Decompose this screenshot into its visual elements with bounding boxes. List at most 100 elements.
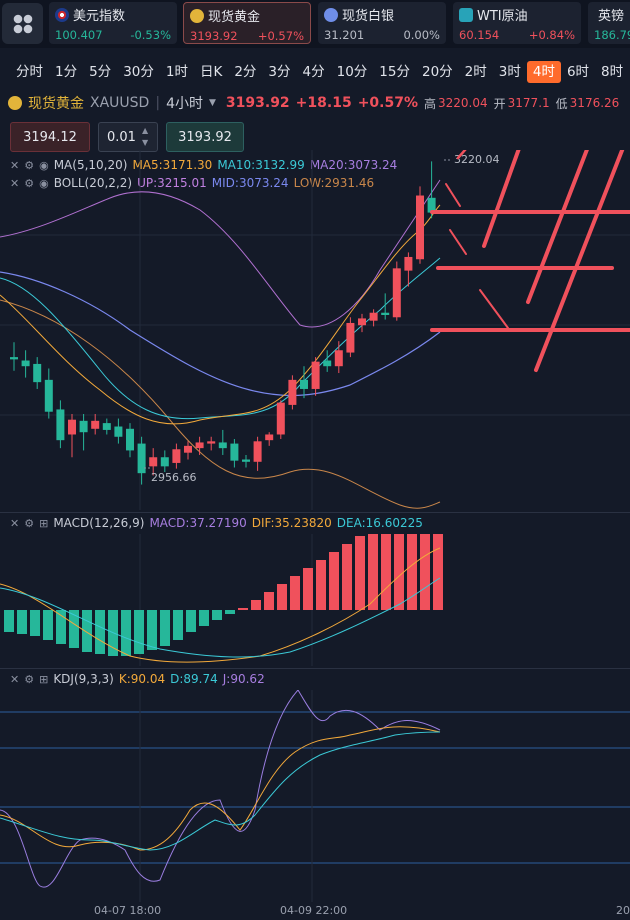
- tf-tab[interactable]: 4分: [302, 64, 325, 80]
- candle-body: [369, 312, 378, 321]
- tf-tab[interactable]: 8时: [601, 64, 624, 80]
- period-select[interactable]: 4小时: [166, 96, 203, 112]
- tf-tab[interactable]: 分时: [16, 64, 43, 80]
- candle-body: [253, 441, 262, 462]
- macd-bar: [394, 534, 404, 610]
- high-annotation: 3220.04: [454, 153, 500, 166]
- settings-icon[interactable]: ⚙: [24, 158, 35, 172]
- time-axis: 04-07 18:00 04-09 22:00 20: [0, 902, 630, 920]
- settings-icon[interactable]: ⚙: [24, 672, 35, 686]
- candle-body: [404, 256, 413, 271]
- ticker-card-oil[interactable]: WTI原油 60.154 +0.84%: [453, 2, 581, 44]
- candle-body: [102, 423, 111, 430]
- tf-tab[interactable]: 15分: [379, 64, 410, 80]
- boll-up-value: UP:3215.01: [137, 176, 207, 190]
- k-line: [0, 726, 441, 851]
- tf-tab[interactable]: 2时: [464, 64, 487, 80]
- macd-bar: [4, 610, 14, 632]
- eye-icon[interactable]: ◉: [39, 176, 49, 190]
- boll-label: BOLL(20,2,2): [53, 176, 133, 190]
- tf-tab[interactable]: 3分: [268, 64, 291, 80]
- price-change: +18.15: [295, 95, 352, 111]
- macd-histogram: [4, 534, 443, 656]
- macd-bar: [173, 610, 183, 640]
- ticker-card-silver[interactable]: 现货白银 31.201 0.00%: [318, 2, 446, 44]
- tf-tab[interactable]: 2分: [234, 64, 257, 80]
- ticker-card-gold[interactable]: 现货黄金 3193.92 +0.57%: [183, 2, 311, 44]
- ticker-name: 现货白银: [342, 9, 395, 24]
- ma5-value: MA5:3171.30: [132, 158, 213, 172]
- candle-body: [137, 443, 146, 474]
- candle-body: [160, 457, 169, 467]
- time-label: 20: [616, 904, 630, 917]
- plus-box-icon[interactable]: ⊞: [39, 672, 49, 686]
- ma5-line: [0, 204, 441, 425]
- candle-body: [33, 363, 42, 383]
- candle-body: [416, 195, 424, 260]
- macd-bar: [82, 610, 92, 652]
- settings-icon[interactable]: ⚙: [24, 176, 35, 190]
- candle-body: [276, 402, 285, 435]
- high-value: 3220.04: [438, 96, 488, 110]
- open-label: 开: [493, 96, 506, 111]
- candlestick-chart[interactable]: 3220.04 2956.66: [0, 150, 630, 510]
- candle-body: [184, 445, 192, 453]
- close-icon[interactable]: ✕: [10, 516, 20, 530]
- macd-bar: [316, 560, 326, 610]
- macd-bar: [43, 610, 53, 640]
- kdj-chart[interactable]: [0, 690, 630, 902]
- tf-tab[interactable]: 30分: [123, 64, 154, 80]
- macd-bar: [199, 610, 209, 626]
- macd-bar: [290, 576, 300, 610]
- candle-body: [358, 318, 366, 326]
- open-value: 3177.1: [507, 96, 550, 110]
- boll-legend: ✕ ⚙ ◉ BOLL(20,2,2) UP:3215.01 MID:3073.2…: [10, 176, 374, 190]
- candle-body: [346, 322, 355, 353]
- candle-body: [126, 428, 134, 451]
- dea-value: DEA:16.60225: [336, 516, 423, 530]
- candle-body: [230, 443, 239, 461]
- ticker-card-gbp[interactable]: 英镑 186.79: [588, 2, 630, 44]
- macd-bar: [147, 610, 157, 650]
- time-label: 04-09 22:00: [280, 904, 348, 917]
- sell-price-button[interactable]: 3194.12: [10, 122, 90, 152]
- close-icon[interactable]: ✕: [10, 176, 20, 190]
- ticker-card-dxy[interactable]: 美元指数 100.407 -0.53%: [49, 2, 177, 44]
- ma20-value: MA20:3073.24: [309, 158, 398, 172]
- tf-tab[interactable]: 日K: [199, 64, 223, 80]
- lot-size-input[interactable]: 0.01: [98, 122, 158, 152]
- tf-tab[interactable]: 1分: [55, 64, 78, 80]
- macd-bar: [238, 608, 248, 610]
- close-icon[interactable]: ✕: [10, 672, 20, 686]
- ticker-name: WTI原油: [477, 9, 528, 24]
- tf-tab[interactable]: 5分: [89, 64, 112, 80]
- ticker-change: 0.00%: [403, 28, 440, 42]
- kdj-levels: [0, 711, 630, 864]
- tf-tab[interactable]: 20分: [421, 64, 453, 80]
- macd-legend: ✕ ⚙ ⊞ MACD(12,26,9) MACD:37.27190 DIF:35…: [10, 516, 423, 530]
- macd-bar: [407, 534, 417, 610]
- candle-body: [334, 350, 343, 367]
- ticker-price: 100.407: [55, 28, 103, 42]
- tf-tab[interactable]: 6时: [566, 64, 590, 80]
- j-line: [0, 690, 441, 888]
- menu-button[interactable]: [2, 3, 43, 44]
- settings-icon[interactable]: ⚙: [24, 516, 35, 530]
- candle-body: [265, 434, 274, 441]
- lot-stepper[interactable]: ▲ ▼: [142, 125, 148, 149]
- candle-body: [288, 379, 297, 405]
- eye-icon[interactable]: ◉: [39, 158, 49, 172]
- plus-box-icon[interactable]: ⊞: [39, 516, 49, 530]
- ticker-change: +0.57%: [257, 29, 304, 43]
- macd-chart[interactable]: [0, 534, 630, 666]
- tf-tab[interactable]: 1时: [165, 64, 188, 80]
- tf-tab-active[interactable]: 4时: [526, 61, 561, 83]
- silver-icon: [324, 7, 338, 22]
- buy-price-button[interactable]: 3193.92: [166, 122, 244, 152]
- symbol-code: XAUUSD: [90, 95, 150, 111]
- tf-tab[interactable]: 3时: [498, 64, 521, 80]
- kdj-legend: ✕ ⚙ ⊞ KDJ(9,3,3) K:90.04 D:89.74 J:90.62: [10, 672, 265, 686]
- low-value: 3176.26: [569, 96, 620, 110]
- close-icon[interactable]: ✕: [10, 158, 20, 172]
- tf-tab[interactable]: 10分: [336, 64, 368, 80]
